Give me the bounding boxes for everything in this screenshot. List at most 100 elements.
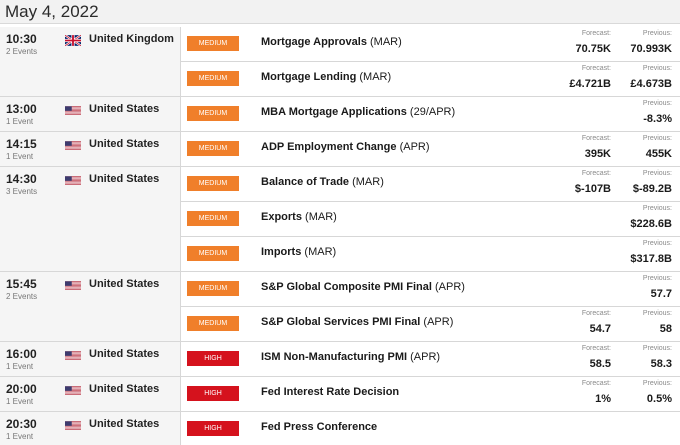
us-flag-icon — [65, 420, 81, 431]
event-name-link[interactable]: Imports (MAR) — [261, 246, 336, 258]
event-period: (APR) — [399, 141, 430, 153]
previous-cell: Previous: $317.8B — [612, 239, 672, 265]
group-info: 10:30 2 Events United Kingdom — [0, 27, 180, 97]
events-count: 1 Event — [6, 117, 34, 126]
country-name: United States — [89, 138, 160, 150]
us-flag-icon — [65, 140, 81, 151]
event-period: (APR) — [410, 351, 441, 363]
group-info: 14:15 1 Event United States — [0, 132, 180, 167]
event-name-link[interactable]: Mortgage Lending (MAR) — [261, 71, 391, 83]
event-name: Mortgage Approvals — [261, 36, 367, 48]
previous-cell: Previous: 0.5% — [612, 379, 672, 405]
event-time: 14:15 — [6, 137, 37, 151]
previous-cell: Previous: 58 — [612, 309, 672, 335]
forecast-cell: Forecast: 54.7 — [551, 309, 611, 335]
event-name-link[interactable]: Fed Press Conference — [261, 421, 377, 433]
previous-cell: Previous: 58.3 — [612, 344, 672, 370]
previous-label: Previous: — [642, 240, 672, 247]
previous-value: 0.5% — [646, 393, 672, 405]
forecast-label: Forecast: — [581, 345, 611, 352]
event-name-link[interactable]: Mortgage Approvals (MAR) — [261, 36, 402, 48]
forecast-label: Forecast: — [581, 65, 611, 72]
event-name: Imports — [261, 246, 302, 258]
country-name: United States — [89, 383, 160, 395]
event-name: Balance of Trade — [261, 176, 350, 188]
forecast-value: £4.721B — [569, 78, 611, 90]
forecast-label: Forecast: — [581, 30, 611, 37]
group-info: 20:30 1 Event United States — [0, 412, 180, 445]
event-name: ADP Employment Change — [261, 141, 397, 153]
previous-value: $228.6B — [630, 218, 672, 230]
event-row[interactable]: MEDIUM S&P Global Composite PMI Final (AP… — [180, 272, 680, 307]
forecast-value: 1% — [595, 393, 611, 405]
event-name-link[interactable]: S&P Global Services PMI Final (APR) — [261, 316, 453, 328]
event-period: (APR) — [423, 316, 454, 328]
group-info: 20:00 1 Event United States — [0, 377, 180, 412]
previous-label: Previous: — [642, 65, 672, 72]
forecast-cell: Forecast: 58.5 — [551, 344, 611, 370]
forecast-value: 58.5 — [589, 358, 611, 370]
forecast-value: 70.75K — [575, 43, 611, 55]
previous-cell: Previous: $-89.2B — [612, 169, 672, 195]
previous-label: Previous: — [642, 345, 672, 352]
us-flag-icon — [65, 280, 81, 291]
event-row[interactable]: MEDIUM Exports (MAR) Previous: $228.6B — [180, 202, 680, 237]
events-count: 1 Event — [6, 432, 34, 441]
previous-value: 455K — [645, 148, 672, 160]
event-row[interactable]: HIGH Fed Interest Rate Decision Forecast:… — [180, 377, 680, 412]
impact-badge: MEDIUM — [187, 176, 239, 191]
event-group: 10:30 2 Events United Kingdom MEDIUM Mortgag… — [0, 27, 680, 97]
event-period: (MAR) — [304, 246, 337, 258]
event-time: 20:00 — [6, 382, 37, 396]
event-row[interactable]: HIGH ISM Non-Manufacturing PMI (APR) Forec… — [180, 342, 680, 377]
previous-value: 57.7 — [650, 288, 672, 300]
impact-badge: MEDIUM — [187, 281, 239, 296]
event-name-link[interactable]: ISM Non-Manufacturing PMI (APR) — [261, 351, 440, 363]
previous-label: Previous: — [642, 205, 672, 212]
event-name: Fed Press Conference — [261, 421, 378, 433]
previous-value: $-89.2B — [632, 183, 672, 195]
event-name: ISM Non-Manufacturing PMI — [261, 351, 408, 363]
event-name-link[interactable]: ADP Employment Change (APR) — [261, 141, 430, 153]
forecast-cell: Forecast: 70.75K — [551, 29, 611, 55]
date-title: May 4, 2022 — [5, 2, 99, 21]
event-row[interactable]: MEDIUM Mortgage Approvals (MAR) Forecast: 7… — [180, 27, 680, 62]
event-group: 14:30 3 Events United States MEDIUM Balance … — [0, 167, 680, 272]
previous-value: £4.673B — [630, 78, 672, 90]
country-name: United States — [89, 173, 160, 185]
event-row[interactable]: MEDIUM Balance of Trade (MAR) Forecast: $-1… — [180, 167, 680, 202]
event-row[interactable]: MEDIUM Imports (MAR) Previous: $317.8B — [180, 237, 680, 272]
event-name-link[interactable]: MBA Mortgage Applications (29/APR) — [261, 106, 455, 118]
event-name: MBA Mortgage Applications — [261, 106, 407, 118]
previous-label: Previous: — [642, 170, 672, 177]
event-name-link[interactable]: S&P Global Composite PMI Final (APR) — [261, 281, 465, 293]
forecast-cell: Forecast: 395K — [551, 134, 611, 160]
impact-badge: HIGH — [187, 386, 239, 401]
event-name-link[interactable]: Exports (MAR) — [261, 211, 337, 223]
previous-value: 70.993K — [630, 43, 672, 55]
impact-badge: MEDIUM — [187, 141, 239, 156]
impact-badge: HIGH — [187, 351, 239, 366]
us-flag-icon — [65, 105, 81, 116]
event-row[interactable]: MEDIUM MBA Mortgage Applications (29/APR)… — [180, 97, 680, 132]
impact-badge: MEDIUM — [187, 71, 239, 86]
event-period: (APR) — [435, 281, 465, 293]
event-group: 20:30 1 Event United States HIGH Fed Press C… — [0, 412, 680, 445]
event-row[interactable]: MEDIUM ADP Employment Change (APR) Forecas… — [180, 132, 680, 167]
previous-value: -8.3% — [643, 113, 672, 125]
event-time: 10:30 — [6, 32, 37, 46]
event-name-link[interactable]: Fed Interest Rate Decision — [261, 386, 399, 398]
events-count: 2 Events — [6, 292, 38, 301]
impact-badge: MEDIUM — [187, 211, 239, 226]
previous-label: Previous: — [642, 310, 672, 317]
impact-badge: MEDIUM — [187, 246, 239, 261]
us-flag-icon — [65, 385, 81, 396]
event-row[interactable]: MEDIUM S&P Global Services PMI Final (APR… — [180, 307, 680, 342]
event-name-link[interactable]: Balance of Trade (MAR) — [261, 176, 384, 188]
events-count: 3 Events — [6, 187, 38, 196]
event-name: S&P Global Services PMI Final — [261, 316, 421, 328]
event-row[interactable]: MEDIUM Mortgage Lending (MAR) Forecast: £4.… — [180, 62, 680, 97]
group-info: 16:00 1 Event United States — [0, 342, 180, 377]
event-row[interactable]: HIGH Fed Press Conference — [180, 412, 680, 445]
event-name: Fed Interest Rate Decision — [261, 386, 400, 398]
